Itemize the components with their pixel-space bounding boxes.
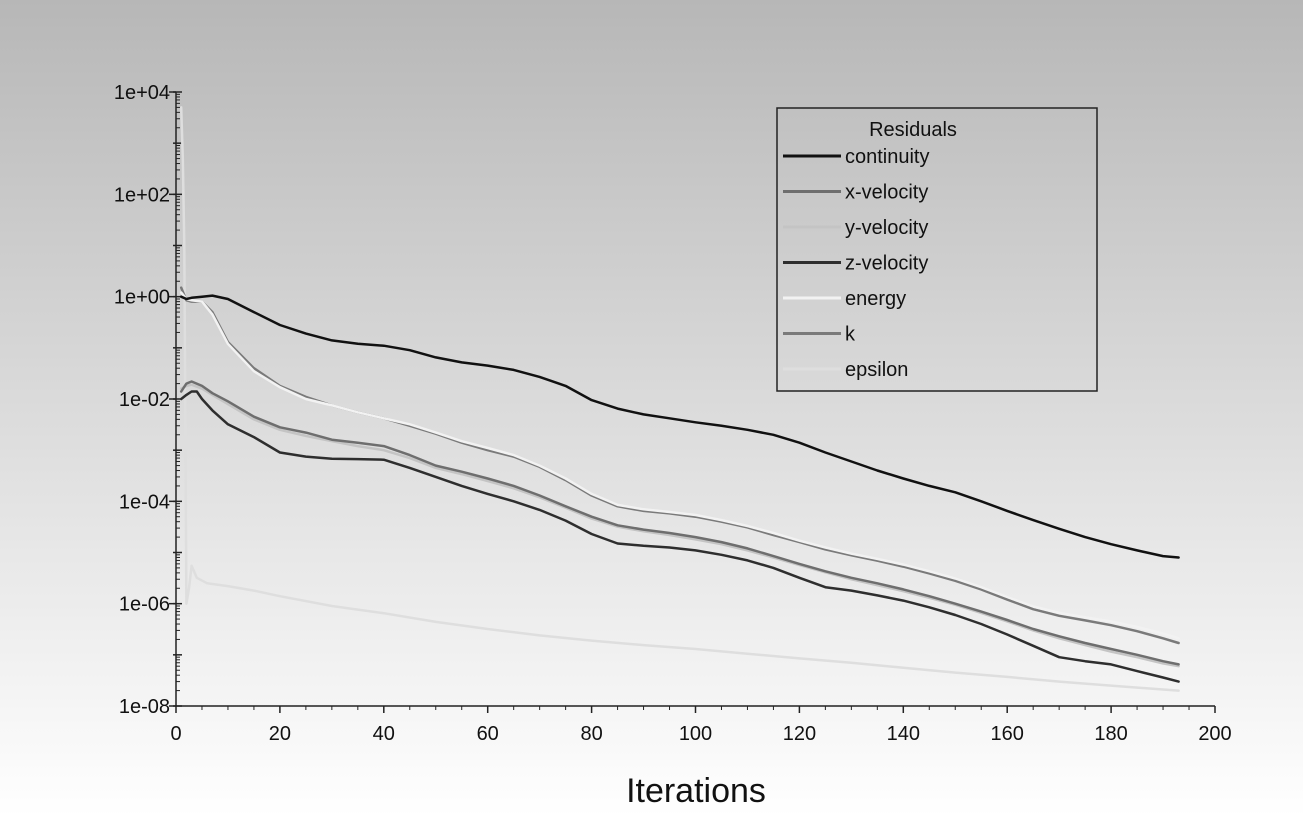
- y-tick-label: 1e+00: [114, 287, 170, 309]
- legend-box: [776, 107, 1098, 392]
- x-tick-label: 60: [477, 723, 499, 745]
- series-line-z-velocity: [179, 390, 1180, 683]
- x-tick-label: 0: [170, 723, 181, 745]
- x-tick-label: 20: [269, 723, 291, 745]
- series-line-energy: [179, 291, 1180, 640]
- series-line-x-velocity: [179, 380, 1180, 666]
- legend-label-x-velocity: x-velocity: [845, 182, 928, 204]
- x-tick-label: 40: [373, 723, 395, 745]
- legend-label-energy: energy: [845, 288, 906, 310]
- x-tick-label: 80: [580, 723, 602, 745]
- y-tick-label: 1e-08: [119, 696, 170, 718]
- series-line-y-velocity: [179, 383, 1180, 668]
- x-tick-label: 140: [887, 723, 920, 745]
- y-tick-label: 1e+02: [114, 184, 170, 206]
- legend-label-continuity: continuity: [845, 146, 930, 168]
- x-tick-label: 160: [991, 723, 1024, 745]
- y-tick-label: 1e-02: [119, 389, 170, 411]
- series-line-epsilon: [179, 106, 1180, 692]
- series-lines: [179, 106, 1180, 692]
- legend-label-k: k: [845, 324, 856, 346]
- y-tick-label: 1e-06: [119, 594, 170, 616]
- legend-label-y-velocity: y-velocity: [845, 217, 928, 239]
- legend-label-z-velocity: z-velocity: [845, 253, 928, 275]
- axes: 0 20 40 60 80 100 120 140 160 180 200 1e-08 1e-06 1e-…: [114, 82, 1232, 745]
- y-tick-label: 1e-04: [119, 491, 170, 513]
- legend-title: Residuals: [869, 119, 957, 141]
- x-tick-label: 200: [1198, 723, 1231, 745]
- x-tick-label: 100: [679, 723, 712, 745]
- x-tick-label: 180: [1094, 723, 1127, 745]
- x-tick-label: 120: [783, 723, 816, 745]
- legend-label-epsilon: epsilon: [845, 359, 908, 381]
- legend: Residuals continuity x-velocity y-velocity z…: [776, 107, 1098, 392]
- x-axis-label: Iterations: [626, 772, 766, 810]
- y-tick-label: 1e+04: [114, 82, 170, 104]
- series-line-continuity: [179, 294, 1180, 559]
